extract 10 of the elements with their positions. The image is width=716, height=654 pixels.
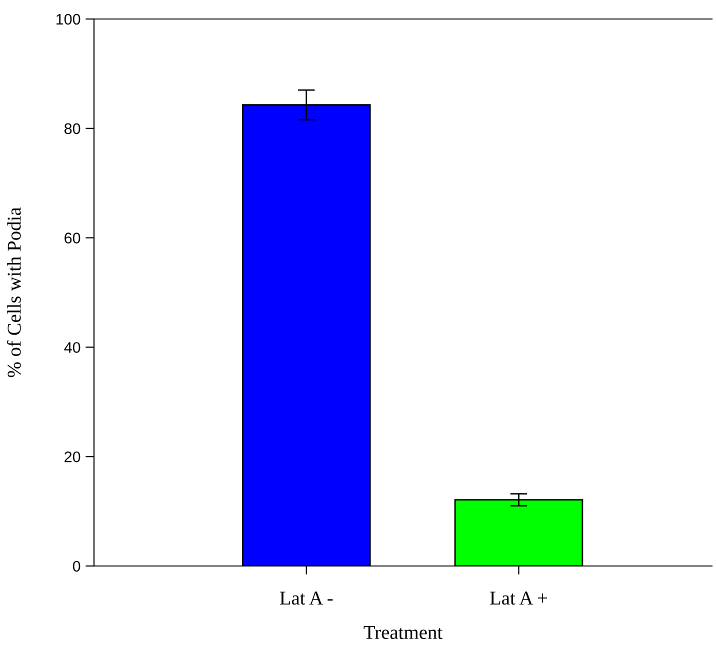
y-tick-label: 60 bbox=[64, 232, 80, 244]
y-axis-title: % of Cells with Podia bbox=[6, 207, 21, 378]
y-tick-label: 0 bbox=[72, 560, 80, 572]
y-tick-label: 40 bbox=[64, 342, 80, 353]
x-tick-label: Lat A - bbox=[280, 592, 333, 605]
y-tick-label: 100 bbox=[56, 14, 80, 25]
y-tick-label: 20 bbox=[64, 451, 80, 462]
x-axis-title: Treatment bbox=[364, 626, 442, 639]
x-tick-label: Lat A + bbox=[490, 592, 548, 605]
y-tick-label: 80 bbox=[64, 123, 80, 134]
